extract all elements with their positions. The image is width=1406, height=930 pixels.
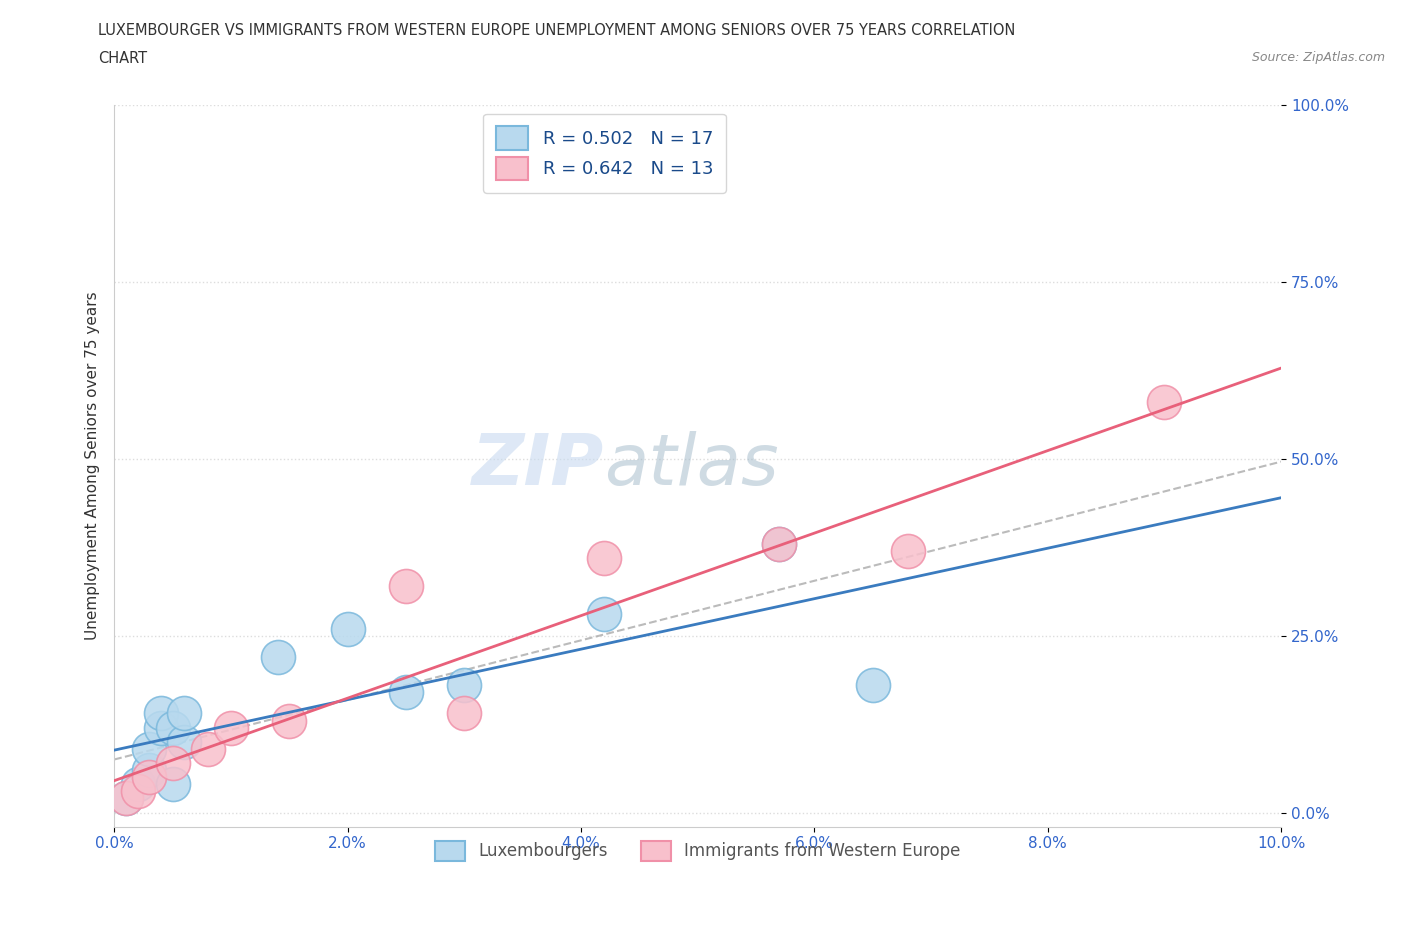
- Point: [278, 713, 301, 728]
- Point: [162, 720, 184, 735]
- Point: [897, 543, 920, 558]
- Point: [162, 755, 184, 770]
- Text: CHART: CHART: [98, 51, 148, 66]
- Point: [219, 720, 242, 735]
- Point: [593, 551, 616, 565]
- Point: [453, 706, 475, 721]
- Point: [173, 706, 195, 721]
- Point: [395, 684, 418, 699]
- Point: [862, 678, 884, 693]
- Text: ZIP: ZIP: [472, 432, 605, 500]
- Point: [115, 790, 138, 805]
- Point: [138, 741, 160, 756]
- Point: [266, 649, 288, 664]
- Text: atlas: atlas: [605, 432, 779, 500]
- Text: LUXEMBOURGER VS IMMIGRANTS FROM WESTERN EUROPE UNEMPLOYMENT AMONG SENIORS OVER 7: LUXEMBOURGER VS IMMIGRANTS FROM WESTERN …: [98, 23, 1015, 38]
- Point: [336, 621, 359, 636]
- Point: [768, 536, 790, 551]
- Point: [138, 770, 160, 785]
- Point: [1153, 394, 1175, 409]
- Point: [127, 777, 149, 791]
- Point: [149, 720, 172, 735]
- Point: [593, 607, 616, 622]
- Point: [453, 678, 475, 693]
- Text: Source: ZipAtlas.com: Source: ZipAtlas.com: [1251, 51, 1385, 64]
- Y-axis label: Unemployment Among Seniors over 75 years: Unemployment Among Seniors over 75 years: [86, 291, 100, 640]
- Legend: Luxembourgers, Immigrants from Western Europe: Luxembourgers, Immigrants from Western E…: [426, 833, 969, 869]
- Point: [127, 784, 149, 799]
- Point: [197, 741, 219, 756]
- Point: [173, 735, 195, 750]
- Point: [162, 777, 184, 791]
- Point: [115, 790, 138, 805]
- Point: [395, 578, 418, 593]
- Point: [138, 763, 160, 777]
- Point: [149, 706, 172, 721]
- Point: [768, 536, 790, 551]
